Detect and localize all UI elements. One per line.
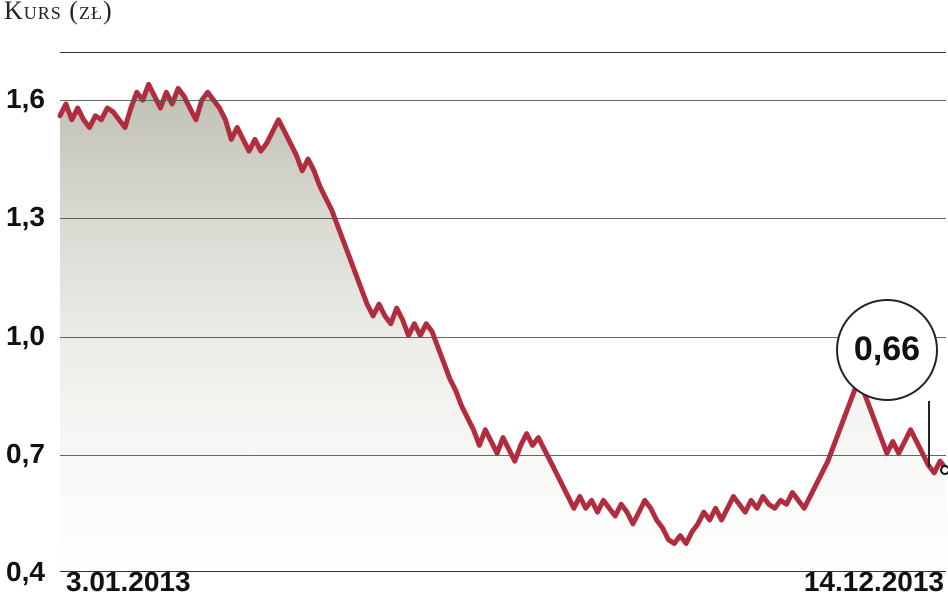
grid-line — [60, 218, 946, 219]
grid-line — [60, 337, 946, 338]
chart-title: Kurs (zł) — [4, 0, 113, 26]
value-callout: 0,66 — [836, 299, 938, 401]
area-fill — [60, 84, 946, 571]
chart-svg — [60, 53, 946, 571]
chart-container: 0,66 0,4 0,7 1,0 1,3 1,6 3.01.2013 14.12.201… — [0, 52, 948, 592]
callout-connector — [928, 401, 930, 467]
plot-area: 0,66 — [60, 52, 946, 572]
y-tick-label: 1,3 — [6, 201, 60, 233]
y-tick-label: 1,6 — [6, 83, 60, 115]
grid-line — [60, 100, 946, 101]
end-marker — [940, 465, 948, 475]
grid-line — [60, 455, 946, 456]
x-axis-label-start: 3.01.2013 — [66, 566, 191, 593]
y-tick-label: 1,0 — [6, 320, 60, 352]
x-axis-label-end: 14.12.2013 — [804, 566, 944, 593]
y-tick-label: 0,7 — [6, 438, 60, 470]
callout-value: 0,66 — [854, 330, 920, 369]
y-tick-label: 0,4 — [6, 556, 60, 588]
